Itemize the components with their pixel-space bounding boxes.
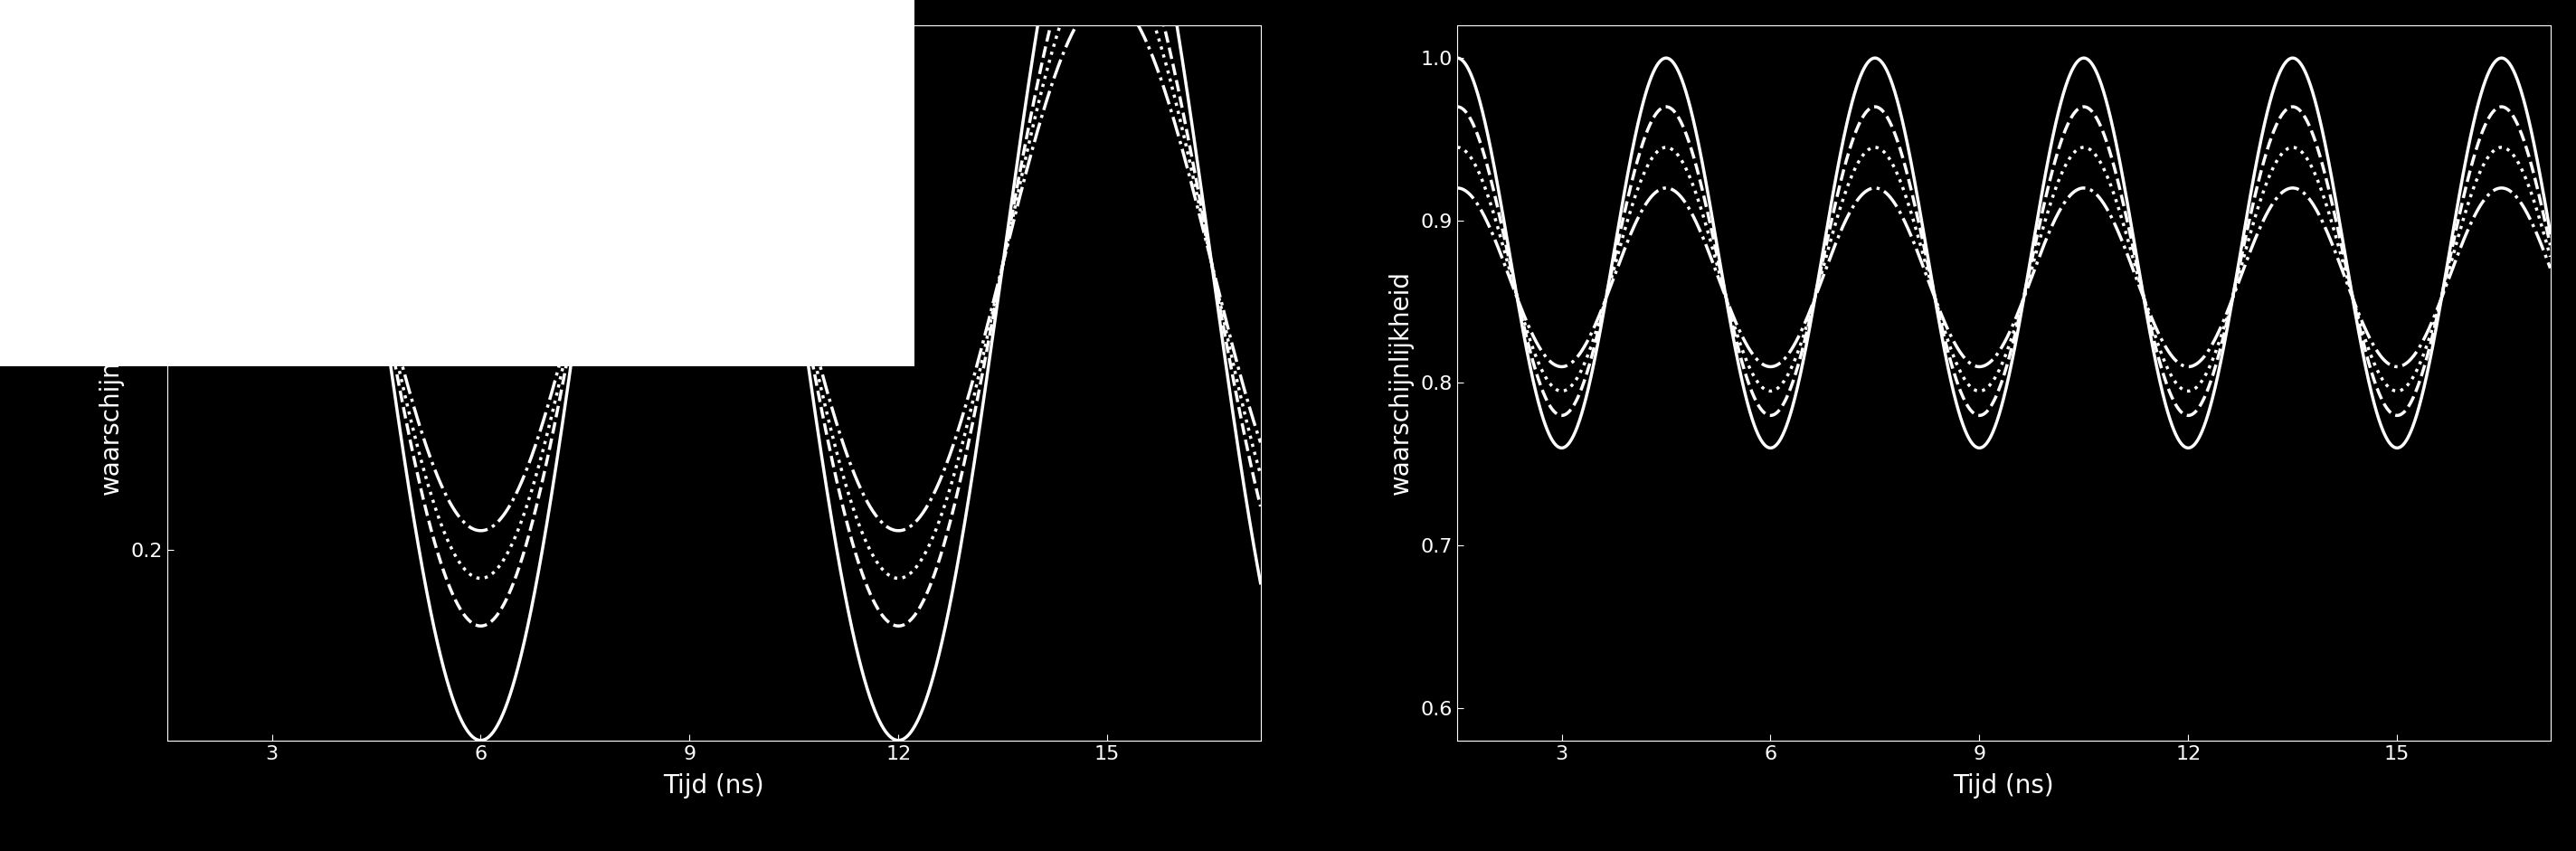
Y-axis label: waarschijnlijkheid: waarschijnlijkheid (1388, 271, 1414, 495)
Y-axis label: waarschijnlijkheid: waarschijnlijkheid (98, 271, 124, 495)
X-axis label: Tijd (ns): Tijd (ns) (1953, 773, 2053, 798)
X-axis label: Tijd (ns): Tijd (ns) (665, 773, 765, 798)
